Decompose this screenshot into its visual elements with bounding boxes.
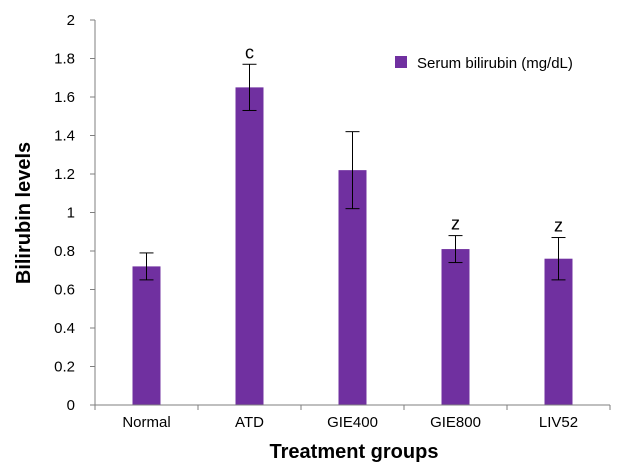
- bar-gie800: [441, 249, 470, 405]
- y-axis-title: Bilirubin levels: [13, 142, 35, 284]
- x-axis-title: Treatment groups: [270, 441, 439, 463]
- y-tick-label: 1.2: [54, 166, 75, 183]
- x-tick-label: GIE400: [327, 414, 378, 431]
- significance-label: z: [451, 214, 460, 234]
- y-tick-label: 1.8: [54, 51, 75, 68]
- x-tick-label: Normal: [122, 414, 170, 431]
- y-tick-label: 0.4: [54, 320, 75, 337]
- y-tick-label: 0.6: [54, 282, 75, 299]
- bar-liv52: [544, 258, 573, 405]
- significance-label: c: [245, 42, 254, 62]
- x-axis: Normal ATD GIE400 GIE800 LIV52: [94, 404, 611, 431]
- legend-label: Serum bilirubin (mg/dL): [417, 55, 573, 72]
- legend: Serum bilirubin (mg/dL): [395, 55, 573, 72]
- y-tick-label: 0.2: [54, 359, 75, 376]
- y-tick-label: 1: [67, 205, 75, 222]
- y-axis: 0 0.2 0.4 0.6 0.8 1 1.2 1.4 1.6 1.8 2: [54, 12, 96, 414]
- y-tick-label: 0.8: [54, 243, 75, 260]
- y-tick-label: 1.4: [54, 128, 75, 145]
- y-tick-label: 1.6: [54, 89, 75, 106]
- x-tick-label: GIE800: [430, 414, 481, 431]
- x-tick-label: LIV52: [539, 414, 578, 431]
- bar-gie400: [338, 170, 367, 405]
- bar-normal: [132, 266, 161, 405]
- y-tick-label: 2: [67, 12, 75, 29]
- bars: c z z: [132, 42, 573, 405]
- legend-swatch: [395, 56, 407, 68]
- bar-atd: [235, 87, 264, 405]
- significance-label: z: [554, 216, 563, 236]
- y-tick-label: 0: [67, 397, 75, 414]
- x-tick-label: ATD: [235, 414, 264, 431]
